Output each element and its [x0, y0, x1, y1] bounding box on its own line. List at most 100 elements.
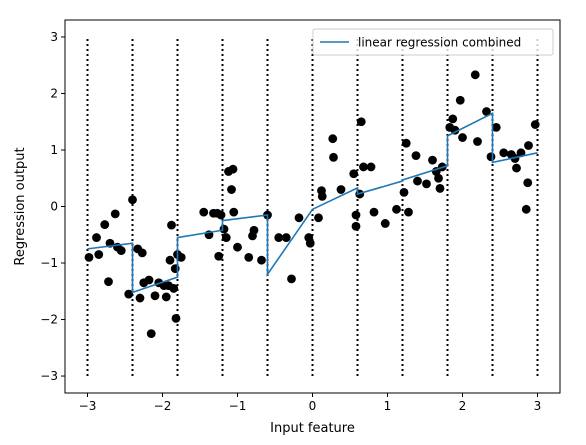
data-point-4 [104, 277, 113, 287]
data-point-83 [455, 95, 465, 105]
legend-box [312, 28, 554, 56]
data-point-28 [176, 252, 186, 262]
data-point-41 [233, 242, 242, 252]
x-axis-label: Input feature [270, 421, 355, 436]
data-point-84 [458, 133, 467, 142]
data-point-96 [523, 178, 533, 188]
data-point-9 [124, 289, 134, 299]
scatter-points [84, 70, 540, 339]
data-point-34 [216, 210, 226, 220]
y-axis-label: Regression output [13, 147, 28, 265]
y-tick-label-0: −3 [40, 369, 58, 383]
bin-boundaries [86, 36, 539, 377]
x-tick-label-0: −3 [79, 399, 97, 413]
x-tick-label-5: 2 [459, 399, 467, 413]
data-point-95 [521, 204, 531, 214]
data-point-39 [228, 164, 238, 174]
data-point-29 [199, 207, 209, 217]
data-point-88 [486, 152, 496, 162]
data-point-10 [128, 195, 137, 205]
data-point-57 [329, 152, 338, 162]
data-point-73 [413, 176, 422, 186]
data-point-33 [214, 251, 224, 261]
data-point-0 [84, 252, 94, 262]
data-point-66 [369, 207, 379, 217]
data-point-67 [380, 219, 390, 228]
data-point-44 [249, 225, 259, 235]
data-point-48 [281, 233, 291, 242]
data-point-85 [470, 70, 480, 80]
data-point-25 [170, 264, 180, 274]
x-tick-label-3: 0 [309, 399, 317, 413]
data-point-26 [171, 314, 181, 323]
data-point-53 [314, 213, 323, 223]
data-point-59 [349, 169, 359, 179]
data-point-87 [482, 107, 491, 116]
y-tick-label-4: 1 [50, 143, 58, 157]
data-point-36 [221, 233, 231, 242]
x-tick-label-1: −2 [154, 399, 172, 413]
data-point-92 [510, 154, 520, 163]
data-point-74 [422, 179, 431, 189]
y-tick-label-3: 0 [50, 200, 58, 214]
data-point-72 [411, 151, 421, 161]
data-point-63 [356, 117, 366, 127]
data-point-22 [165, 255, 175, 265]
data-point-94 [516, 148, 526, 158]
y-tick-label-2: −1 [40, 256, 58, 270]
data-point-98 [530, 120, 540, 129]
data-point-52 [305, 238, 315, 248]
data-point-97 [524, 141, 533, 150]
axis-ticks: −3 −2 −1 0 1 2 3 −3 −2 −1 0 1 2 3 [40, 30, 541, 413]
data-point-38 [227, 185, 236, 194]
data-point-64 [359, 162, 368, 172]
data-point-55 [317, 191, 327, 201]
data-point-65 [366, 162, 376, 172]
data-point-3 [100, 220, 110, 229]
data-point-75 [428, 155, 437, 165]
data-point-89 [491, 122, 501, 132]
data-point-93 [512, 163, 521, 173]
data-point-77 [434, 173, 443, 183]
data-point-86 [473, 137, 482, 146]
data-point-71 [404, 207, 413, 217]
data-point-68 [392, 204, 401, 214]
y-tick-label-5: 2 [50, 86, 58, 100]
regression-lines [87, 111, 538, 294]
data-point-69 [399, 187, 409, 197]
data-point-58 [336, 185, 346, 194]
data-point-24 [169, 284, 179, 293]
data-point-17 [150, 291, 160, 301]
data-point-20 [161, 292, 171, 302]
data-point-40 [229, 207, 239, 217]
data-point-60 [351, 210, 361, 220]
regression-line [87, 111, 538, 294]
data-point-6 [110, 209, 120, 219]
data-point-70 [401, 138, 411, 148]
data-point-81 [448, 114, 458, 124]
data-point-42 [244, 252, 254, 262]
legend-label: linear regression combined [358, 36, 521, 50]
data-point-8 [116, 246, 126, 255]
data-point-61 [351, 221, 361, 231]
x-tick-label-6: 3 [534, 399, 542, 413]
data-point-45 [257, 255, 266, 265]
data-point-16 [146, 329, 156, 339]
data-point-47 [274, 233, 284, 242]
data-point-90 [499, 148, 509, 158]
data-point-2 [94, 250, 104, 259]
data-point-15 [144, 275, 154, 285]
data-point-23 [167, 220, 176, 230]
data-point-1 [92, 233, 101, 242]
legend: linear regression combined [312, 28, 554, 56]
x-tick-label-4: 1 [384, 399, 392, 413]
data-point-12 [135, 293, 145, 303]
y-tick-label-1: −2 [40, 313, 58, 327]
data-point-78 [435, 184, 445, 193]
data-point-56 [328, 134, 338, 144]
x-tick-label-2: −1 [229, 399, 247, 413]
data-point-50 [294, 213, 304, 223]
y-tick-label-6: 3 [50, 30, 58, 44]
data-point-49 [287, 274, 296, 284]
